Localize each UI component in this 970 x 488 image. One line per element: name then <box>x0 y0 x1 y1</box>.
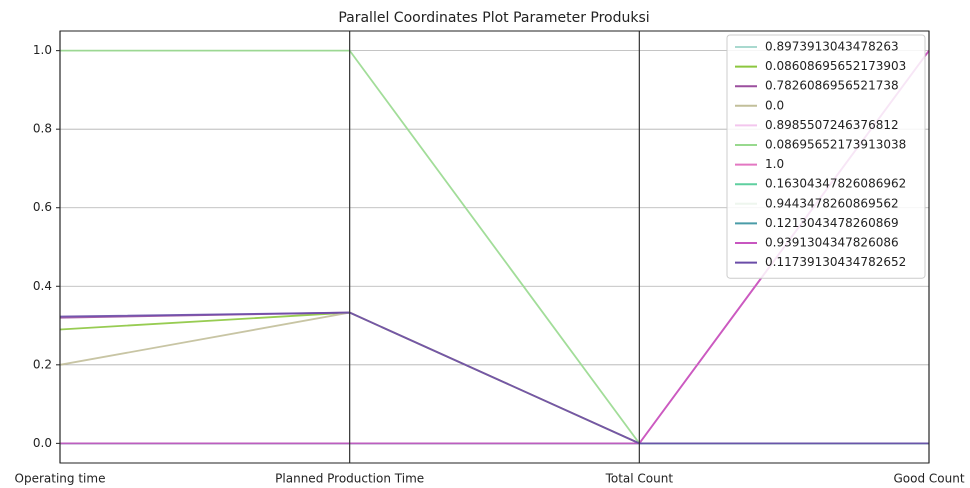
x-tick-label: Total Count <box>605 472 674 486</box>
y-tick-label: 0.2 <box>33 357 52 371</box>
series-line <box>59 311 929 445</box>
y-tick-label: 1.0 <box>33 43 52 57</box>
legend-label: 0.9391304347826086 <box>765 236 899 250</box>
x-tick-label: Operating time <box>15 472 106 486</box>
legend-label: 0.1213043478260869 <box>765 216 899 230</box>
legend-label: 1.0 <box>765 157 784 171</box>
legend-label: 0.8973913043478263 <box>765 40 899 54</box>
y-tick-label: 0.0 <box>33 436 52 450</box>
legend-label: 0.9443478260869562 <box>765 196 899 210</box>
y-tick-label: 0.6 <box>33 200 52 214</box>
y-tick-label: 0.4 <box>33 279 52 293</box>
legend-label: 0.0 <box>765 98 784 112</box>
legend-label: 0.8985507246376812 <box>765 118 899 132</box>
legend: 0.8973913043478263 0.08608695652173903 0.7… <box>726 34 926 279</box>
chart-title: Parallel Coordinates Plot Parameter Prod… <box>338 10 649 26</box>
x-tick-label: Planned Production Time <box>275 472 424 486</box>
legend-label: 0.11739130434782652 <box>765 255 906 269</box>
legend-label: 0.16304347826086962 <box>765 177 906 191</box>
legend-label: 0.08695652173913038 <box>765 138 906 152</box>
x-tick-label: Good Count <box>893 472 964 486</box>
plot-frame <box>59 30 930 464</box>
legend-label: 0.7826086956521738 <box>765 79 899 93</box>
legend-box <box>726 34 926 279</box>
legend-label: 0.08608695652173903 <box>765 59 906 73</box>
y-tick-label: 0.8 <box>33 122 52 136</box>
